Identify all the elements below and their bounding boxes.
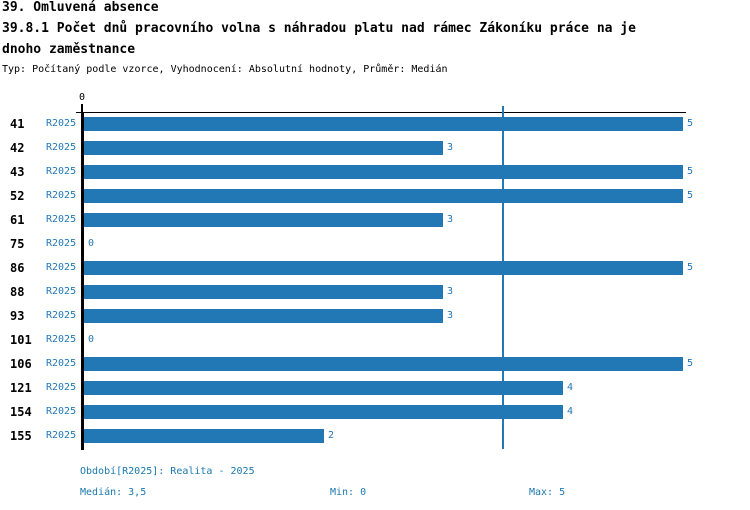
bar-value-label: 5: [687, 358, 694, 369]
row-category-label: 75: [10, 237, 25, 251]
bar-value-label: 4: [567, 382, 574, 393]
value-bar: [84, 309, 443, 323]
axis-zero-tick-label: 0: [78, 92, 86, 103]
row-category-label: 41: [10, 117, 25, 131]
stat-max: Max: 5: [529, 487, 566, 498]
chart-row: 41 R2025 5: [0, 113, 750, 137]
chart-row: 86 R2025 5: [0, 257, 750, 281]
bar-value-label: 0: [88, 238, 95, 249]
chart-row: 154 R2025 4: [0, 401, 750, 425]
row-series-label: R2025: [46, 118, 77, 129]
bar-value-label: 5: [687, 118, 694, 129]
plot-area: 41 R2025 5 42 R2025 3 43 R2025 5 52 R2025 5 61 R2025 3…: [0, 113, 750, 450]
indicator-title-line1: 39.8.1 Počet dnů pracovního volna s náhr…: [2, 21, 636, 36]
chart-row: 121 R2025 4: [0, 377, 750, 401]
row-category-label: 52: [10, 189, 25, 203]
bar-value-label: 5: [687, 166, 694, 177]
value-bar: [84, 405, 563, 419]
row-series-label: R2025: [46, 382, 77, 393]
value-bar: [84, 357, 683, 371]
row-series-label: R2025: [46, 334, 77, 345]
chart-row: 43 R2025 5: [0, 161, 750, 185]
chart-row: 75 R2025 0: [0, 233, 750, 257]
row-series-label: R2025: [46, 310, 77, 321]
chart-row: 106 R2025 5: [0, 353, 750, 377]
value-bar: [84, 117, 683, 131]
axis-vertical-line: [81, 113, 84, 450]
row-category-label: 93: [10, 309, 25, 323]
bar-value-label: 5: [687, 190, 694, 201]
row-category-label: 88: [10, 285, 25, 299]
value-bar: [84, 381, 563, 395]
row-category-label: 86: [10, 261, 25, 275]
chart-row: 52 R2025 5: [0, 185, 750, 209]
report-section-title: 39. Omluvená absence: [2, 0, 159, 15]
row-category-label: 106: [10, 357, 32, 371]
bar-value-label: 3: [447, 286, 454, 297]
value-bar: [84, 189, 683, 203]
chart-row: 42 R2025 3: [0, 137, 750, 161]
chart-row: 61 R2025 3: [0, 209, 750, 233]
bar-value-label: 5: [687, 262, 694, 273]
chart-row: 155 R2025 2: [0, 425, 750, 449]
bar-value-label: 2: [328, 430, 335, 441]
indicator-meta: Typ: Počítaný podle vzorce, Vyhodnocení:…: [2, 64, 448, 75]
chart-row: 101 R2025 0: [0, 329, 750, 353]
row-category-label: 42: [10, 141, 25, 155]
row-series-label: R2025: [46, 262, 77, 273]
bar-value-label: 4: [567, 406, 574, 417]
row-category-label: 154: [10, 405, 32, 419]
row-series-label: R2025: [46, 190, 77, 201]
value-bar: [84, 261, 683, 275]
row-series-label: R2025: [46, 286, 77, 297]
bar-value-label: 3: [447, 142, 454, 153]
row-category-label: 43: [10, 165, 25, 179]
row-category-label: 121: [10, 381, 32, 395]
stat-median: Medián: 3,5: [80, 487, 147, 498]
chart-row: 93 R2025 3: [0, 305, 750, 329]
row-series-label: R2025: [46, 430, 77, 441]
bar-value-label: 3: [447, 310, 454, 321]
row-series-label: R2025: [46, 406, 77, 417]
median-reference-line: [502, 106, 504, 449]
value-bar: [84, 213, 443, 227]
row-series-label: R2025: [46, 238, 77, 249]
bar-value-label: 3: [447, 214, 454, 225]
period-legend: Období[R2025]: Realita - 2025: [80, 466, 255, 477]
bar-value-label: 0: [88, 334, 95, 345]
value-bar: [84, 429, 324, 443]
row-category-label: 101: [10, 333, 32, 347]
row-category-label: 61: [10, 213, 25, 227]
indicator-title-line2: dnoho zaměstnance: [2, 42, 136, 57]
row-series-label: R2025: [46, 358, 77, 369]
value-bar: [84, 141, 443, 155]
value-bar: [84, 285, 443, 299]
chart-row: 88 R2025 3: [0, 281, 750, 305]
axis-zero-tick: [81, 104, 83, 113]
row-series-label: R2025: [46, 166, 77, 177]
axis-top-line: [76, 112, 686, 113]
row-series-label: R2025: [46, 142, 77, 153]
stat-min: Min: 0: [330, 487, 367, 498]
value-bar: [84, 165, 683, 179]
row-category-label: 155: [10, 429, 32, 443]
row-series-label: R2025: [46, 214, 77, 225]
